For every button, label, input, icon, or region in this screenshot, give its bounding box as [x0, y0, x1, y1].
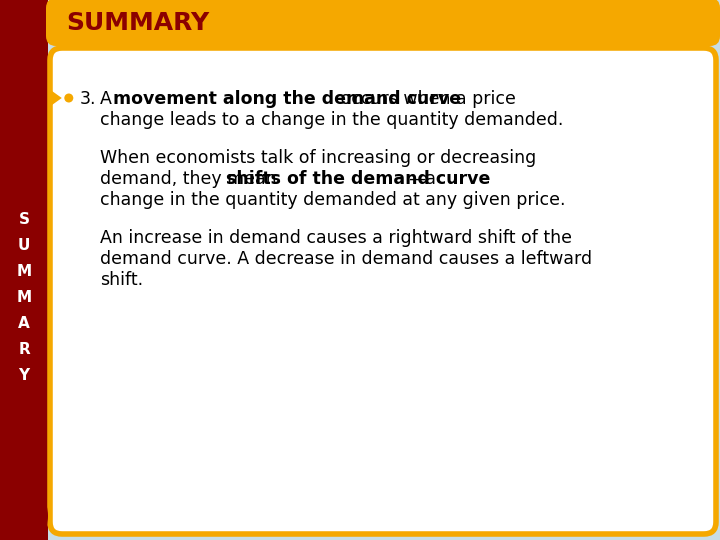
Text: —a: —a	[408, 170, 436, 188]
Text: When economists talk of increasing or decreasing: When economists talk of increasing or de…	[100, 149, 536, 167]
Polygon shape	[52, 91, 62, 105]
FancyBboxPatch shape	[46, 0, 720, 46]
Text: shifts of the demand curve: shifts of the demand curve	[226, 170, 490, 188]
Text: shift.: shift.	[100, 271, 143, 288]
Text: A: A	[100, 90, 117, 108]
Text: SUMMARY: SUMMARY	[66, 11, 210, 35]
Text: 3.: 3.	[80, 90, 96, 108]
Text: demand curve. A decrease in demand causes a leftward: demand curve. A decrease in demand cause…	[100, 249, 592, 268]
Text: An increase in demand causes a rightward shift of the: An increase in demand causes a rightward…	[100, 228, 572, 247]
Text: M: M	[17, 291, 32, 306]
Text: R: R	[18, 342, 30, 357]
Text: Y: Y	[19, 368, 30, 383]
FancyBboxPatch shape	[50, 48, 716, 534]
Text: movement along the demand curve: movement along the demand curve	[113, 90, 461, 108]
Text: change in the quantity demanded at any given price.: change in the quantity demanded at any g…	[100, 191, 565, 209]
Bar	[0, 0, 48, 540]
Text: A: A	[18, 316, 30, 332]
Text: change leads to a change in the quantity demanded.: change leads to a change in the quantity…	[100, 111, 563, 129]
Text: M: M	[17, 265, 32, 280]
Text: demand, they mean: demand, they mean	[100, 170, 282, 188]
Text: S: S	[19, 213, 30, 227]
FancyBboxPatch shape	[0, 492, 48, 540]
Text: U: U	[18, 239, 30, 253]
Text: occurs when a price: occurs when a price	[335, 90, 516, 108]
Circle shape	[64, 93, 73, 103]
